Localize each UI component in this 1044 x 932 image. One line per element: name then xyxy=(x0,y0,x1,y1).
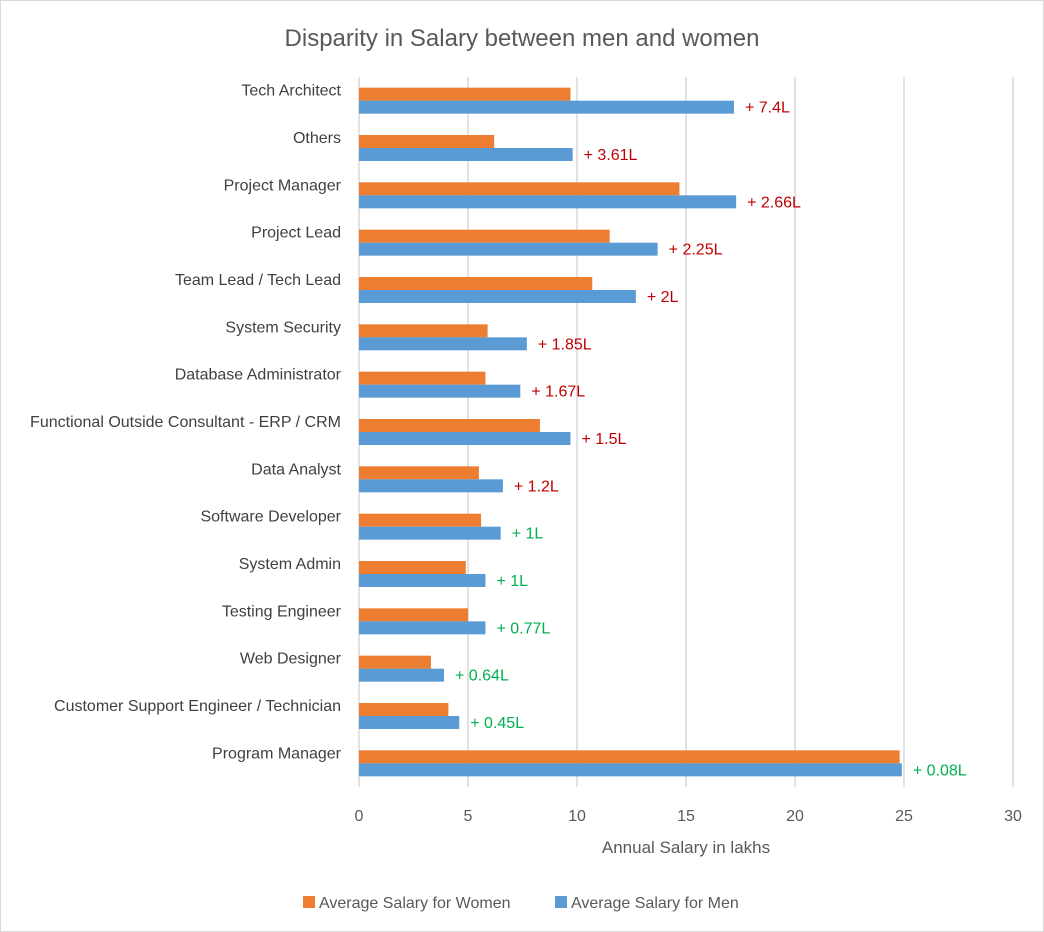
category-label: Web Designer xyxy=(240,651,342,668)
difference-label: + 0.08L xyxy=(913,762,967,779)
bar-women xyxy=(359,87,571,101)
category-label: Database Administrator xyxy=(175,367,342,384)
difference-label: + 1.2L xyxy=(514,478,559,495)
category-label: Tech Architect xyxy=(241,83,341,100)
legend-swatch xyxy=(555,896,567,908)
bar-men xyxy=(359,668,445,682)
category-label: Others xyxy=(293,130,341,147)
bar-men xyxy=(359,148,573,161)
difference-label: + 3.61L xyxy=(584,147,638,164)
x-tick-label: 10 xyxy=(568,808,586,825)
bar-men xyxy=(359,432,571,445)
difference-label: + 0.45L xyxy=(470,715,524,732)
bar-women xyxy=(359,182,680,196)
difference-label: + 0.64L xyxy=(455,668,509,685)
bar-women xyxy=(359,229,610,243)
category-labels: Tech Architect Others Project Manager Proje… xyxy=(30,83,342,763)
bar-women xyxy=(359,561,466,574)
difference-label: + 1.67L xyxy=(531,384,585,401)
difference-label: + 0.77L xyxy=(496,620,550,637)
bar-women xyxy=(359,419,540,432)
difference-labels: + 7.4L + 3.61L + 2.66L + 2.25L + 2L + 1.85L + … xyxy=(455,100,967,780)
bar-women xyxy=(359,277,593,290)
category-label: Data Analyst xyxy=(251,461,341,478)
category-label: Project Lead xyxy=(251,225,341,242)
legend-label: Average Salary for Women xyxy=(319,895,511,912)
category-label: Software Developer xyxy=(200,509,341,526)
category-label: System Admin xyxy=(239,556,341,573)
category-label: Testing Engineer xyxy=(222,603,342,620)
bar-men xyxy=(359,100,734,114)
category-label: Program Manager xyxy=(212,745,342,762)
x-tick-label: 25 xyxy=(895,808,913,825)
bar-men xyxy=(359,479,503,493)
category-label: Team Lead / Tech Lead xyxy=(175,272,341,289)
bar-men xyxy=(359,242,658,256)
bar-women xyxy=(359,750,900,764)
x-tick-label: 15 xyxy=(677,808,695,825)
bar-men xyxy=(359,384,521,398)
bars xyxy=(359,87,902,777)
bar-women xyxy=(359,608,468,622)
category-label: Project Manager xyxy=(224,177,342,194)
bar-women xyxy=(359,371,486,385)
bar-men xyxy=(359,763,902,777)
x-tick-label: 5 xyxy=(464,808,473,825)
bar-women xyxy=(359,655,431,669)
chart-title: Disparity in Salary between men and wome… xyxy=(285,25,760,52)
bar-women xyxy=(359,135,495,148)
x-tick-label: 20 xyxy=(786,808,804,825)
x-tick-label: 30 xyxy=(1004,808,1022,825)
bar-women xyxy=(359,324,488,338)
legend: Average Salary for Women Average Salary f… xyxy=(303,895,739,912)
bar-men xyxy=(359,716,460,729)
bar-women xyxy=(359,703,449,716)
bar-men xyxy=(359,621,486,635)
bar-men xyxy=(359,574,486,587)
category-label: System Security xyxy=(225,319,341,336)
bar-women xyxy=(359,513,482,527)
x-tick-labels: 0 5 10 15 20 25 30 xyxy=(355,808,1022,825)
difference-label: + 1L xyxy=(512,526,544,543)
difference-label: + 1.85L xyxy=(538,336,592,353)
difference-label: + 1L xyxy=(496,573,528,590)
difference-label: + 2L xyxy=(647,289,679,306)
legend-label: Average Salary for Men xyxy=(571,895,739,912)
x-axis-title: Annual Salary in lakhs xyxy=(602,838,770,857)
bar-men xyxy=(359,526,501,540)
category-label: Customer Support Engineer / Technician xyxy=(54,698,341,715)
difference-label: + 2.66L xyxy=(747,194,801,211)
bar-men xyxy=(359,195,737,209)
category-label: Functional Outside Consultant - ERP / CR… xyxy=(30,414,341,431)
bar-women xyxy=(359,466,479,480)
difference-label: + 2.25L xyxy=(669,242,723,259)
legend-swatch xyxy=(303,896,315,908)
x-tick-label: 0 xyxy=(355,808,364,825)
difference-label: + 1.5L xyxy=(581,431,626,448)
difference-label: + 7.4L xyxy=(745,100,790,117)
bar-men xyxy=(359,337,527,351)
bar-men xyxy=(359,290,636,303)
